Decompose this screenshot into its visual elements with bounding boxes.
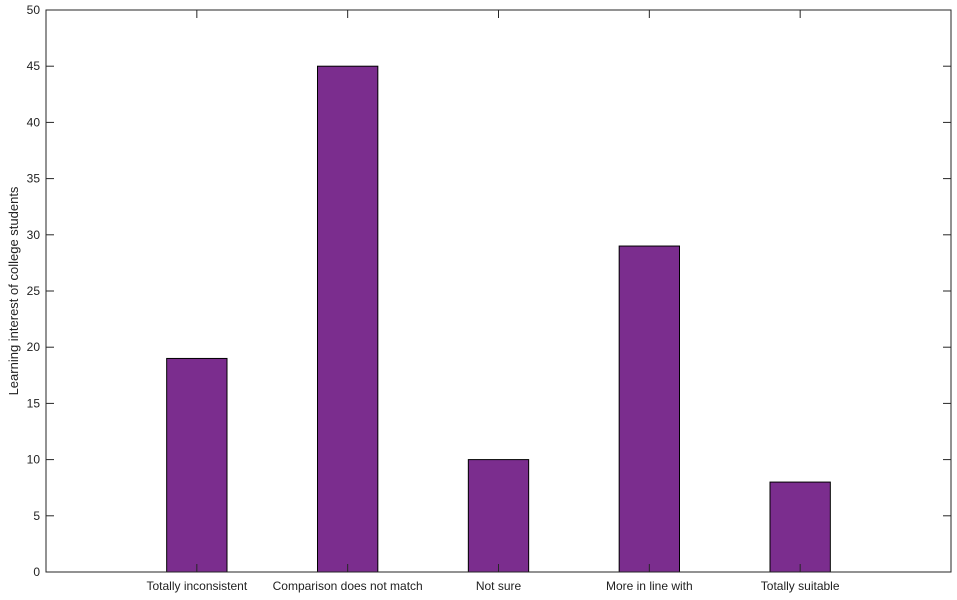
y-tick-label: 10 [27, 453, 41, 467]
y-tick-label: 5 [33, 509, 40, 523]
bar-3 [467, 459, 530, 573]
y-tick-label: 0 [33, 565, 40, 579]
y-tick-label: 50 [27, 3, 41, 17]
bar-2 [317, 65, 379, 573]
bar-5 [769, 481, 831, 573]
bar-1 [166, 357, 228, 573]
y-axis-label: Learning interest of college students [6, 186, 21, 395]
bar-4 [618, 245, 680, 573]
y-tick-label: 35 [27, 172, 41, 186]
y-tick-label: 20 [27, 340, 41, 354]
y-tick-label: 30 [27, 228, 41, 242]
x-tick-label: Not sure [476, 579, 522, 593]
y-tick-label: 45 [27, 59, 41, 73]
y-tick-label: 15 [27, 396, 41, 410]
x-tick-label: Comparison does not match [273, 579, 423, 593]
axes-layer: 0 5 10 15 20 25 30 35 40 45 50 Totally inconsistent… [27, 3, 952, 593]
x-tick-label: More in line with [606, 579, 693, 593]
x-tick-label: Totally suitable [761, 579, 840, 593]
x-tick-label: Totally inconsistent [146, 579, 247, 593]
y-tick-label: 25 [27, 284, 41, 298]
bars-layer [166, 65, 831, 573]
y-tick-label: 40 [27, 115, 41, 129]
